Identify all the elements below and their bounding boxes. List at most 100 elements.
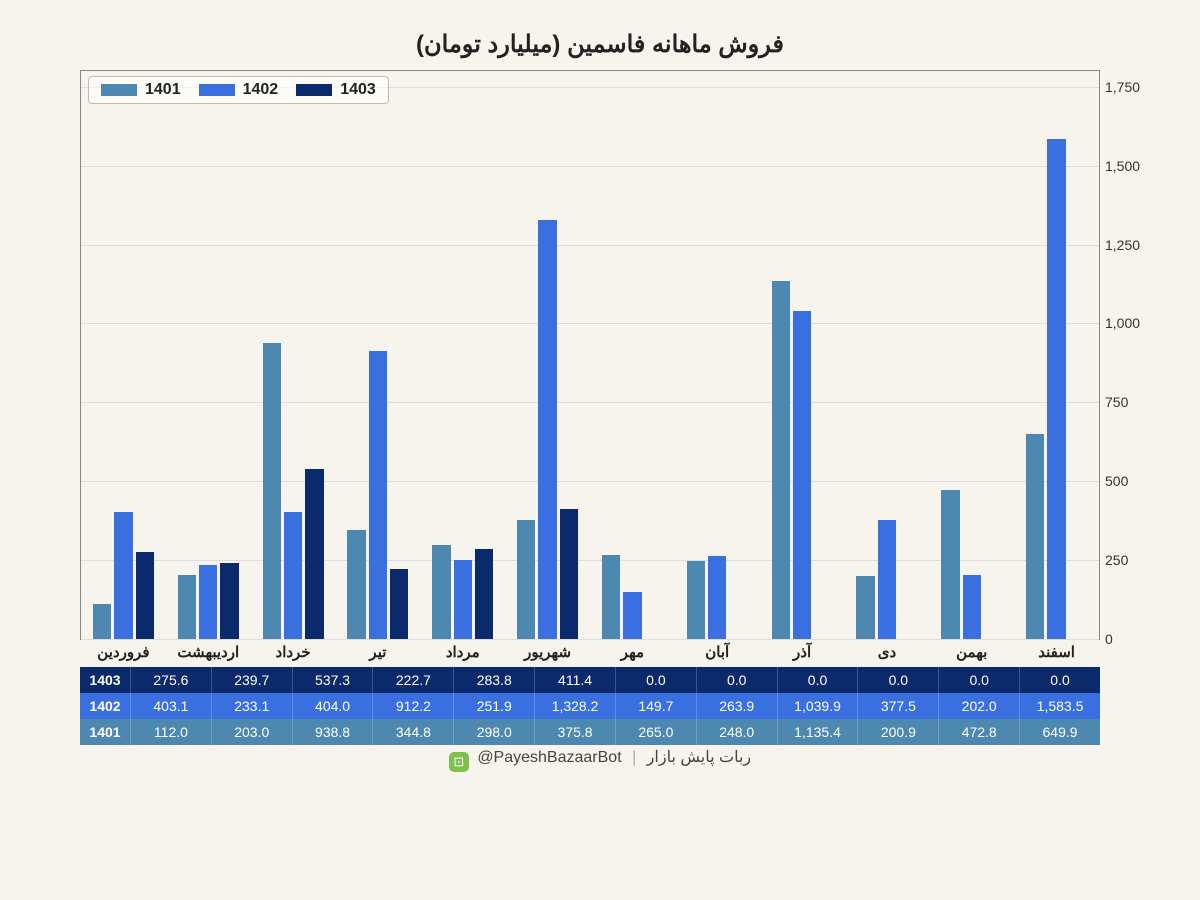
bar-1403 xyxy=(475,549,493,639)
table-cell: 404.0 xyxy=(292,693,373,719)
y-tick-label: 0 xyxy=(1105,631,1141,647)
table-cell: 263.9 xyxy=(696,693,777,719)
table-cell: 1,039.9 xyxy=(777,693,858,719)
legend-swatch xyxy=(296,84,332,96)
x-tick-label: مرداد xyxy=(420,643,505,661)
x-tick-label: آذر xyxy=(760,643,845,661)
table-cell: 203.0 xyxy=(211,719,292,745)
x-tick-label: مهر xyxy=(590,643,675,661)
footer-brand: ربات پایش بازار xyxy=(647,749,751,766)
table-cell: 537.3 xyxy=(292,667,373,693)
legend-swatch xyxy=(101,84,137,96)
table-cell: 375.8 xyxy=(534,719,615,745)
legend-item-1403: 1403 xyxy=(296,81,376,99)
data-table: 1403275.6239.7537.3222.7283.8411.40.00.0… xyxy=(80,667,1100,745)
bar-1401 xyxy=(602,555,620,639)
legend-label: 1402 xyxy=(243,81,279,99)
table-cell: 411.4 xyxy=(534,667,615,693)
legend-label: 1401 xyxy=(145,81,181,99)
legend-item-1401: 1401 xyxy=(101,81,181,99)
table-row-header: 1402 xyxy=(80,693,130,719)
table-cell: 251.9 xyxy=(453,693,534,719)
table-cell: 0.0 xyxy=(615,667,696,693)
legend-label: 1403 xyxy=(340,81,376,99)
table-cell: 275.6 xyxy=(130,667,211,693)
bar-1402 xyxy=(199,565,217,639)
table-cell: 912.2 xyxy=(372,693,453,719)
bar-1401 xyxy=(93,604,111,639)
bar-1401 xyxy=(178,575,196,639)
table-cell: 1,135.4 xyxy=(777,719,858,745)
bar-1401 xyxy=(941,490,959,639)
bar-1401 xyxy=(432,545,450,639)
table-cell: 200.9 xyxy=(857,719,938,745)
table-cell: 1,328.2 xyxy=(534,693,615,719)
table-row-1402: 1402403.1233.1404.0912.2251.91,328.2149.… xyxy=(80,693,1100,719)
table-row-1401: 1401112.0203.0938.8344.8298.0375.8265.02… xyxy=(80,719,1100,745)
x-tick-label: آبان xyxy=(675,643,760,661)
bar-1403 xyxy=(560,509,578,639)
footer-separator: | xyxy=(632,749,636,766)
x-tick-label: اسفند xyxy=(1014,643,1099,661)
table-cell: 377.5 xyxy=(857,693,938,719)
table-cell: 0.0 xyxy=(1019,667,1100,693)
y-tick-label: 500 xyxy=(1105,473,1141,489)
table-row-1403: 1403275.6239.7537.3222.7283.8411.40.00.0… xyxy=(80,667,1100,693)
bar-1401 xyxy=(517,520,535,639)
x-tick-label: بهمن xyxy=(929,643,1014,661)
table-cell: 202.0 xyxy=(938,693,1019,719)
bar-1403 xyxy=(305,469,323,639)
table-cell: 472.8 xyxy=(938,719,1019,745)
table-cell: 239.7 xyxy=(211,667,292,693)
table-cell: 0.0 xyxy=(938,667,1019,693)
table-cell: 403.1 xyxy=(130,693,211,719)
table-cell: 1,583.5 xyxy=(1019,693,1100,719)
bar-1401 xyxy=(1026,434,1044,639)
gridline xyxy=(81,245,1099,246)
y-tick-label: 1,000 xyxy=(1105,315,1141,331)
gridline xyxy=(81,323,1099,324)
bar-1403 xyxy=(220,563,238,639)
table-cell: 344.8 xyxy=(372,719,453,745)
table-row-header: 1401 xyxy=(80,719,130,745)
table-cell: 649.9 xyxy=(1019,719,1100,745)
bar-1401 xyxy=(347,530,365,639)
bar-1402 xyxy=(963,575,981,639)
legend-item-1402: 1402 xyxy=(199,81,279,99)
bar-1403 xyxy=(136,552,154,639)
bar-1402 xyxy=(793,311,811,639)
table-row-header: 1403 xyxy=(80,667,130,693)
bar-1401 xyxy=(263,343,281,639)
chart-title: فروش ماهانه فاسمین (میلیارد تومان) xyxy=(60,30,1140,59)
gridline xyxy=(81,166,1099,167)
table-cell: 0.0 xyxy=(777,667,858,693)
table-cell: 298.0 xyxy=(453,719,534,745)
table-cell: 0.0 xyxy=(696,667,777,693)
bar-1402 xyxy=(878,520,896,639)
bar-1402 xyxy=(454,560,472,639)
x-tick-label: فروردین xyxy=(81,643,166,661)
bar-1401 xyxy=(772,281,790,639)
plot-area: 02505007501,0001,2501,5001,750فروردینارد… xyxy=(80,70,1100,640)
footer-handle: @PayeshBazaarBot xyxy=(477,749,621,766)
table-cell: 248.0 xyxy=(696,719,777,745)
bar-1401 xyxy=(687,561,705,639)
x-tick-label: شهریور xyxy=(505,643,590,661)
table-cell: 112.0 xyxy=(130,719,211,745)
y-tick-label: 750 xyxy=(1105,394,1141,410)
table-cell: 233.1 xyxy=(211,693,292,719)
x-tick-label: دی xyxy=(845,643,930,661)
table-cell: 283.8 xyxy=(453,667,534,693)
legend-swatch xyxy=(199,84,235,96)
bar-1401 xyxy=(856,576,874,639)
x-tick-label: تیر xyxy=(336,643,421,661)
y-tick-label: 1,250 xyxy=(1105,237,1141,253)
footer: ⊡ @PayeshBazaarBot | ربات پایش بازار xyxy=(60,747,1140,772)
legend: 1401 1402 1403 xyxy=(88,76,389,104)
y-tick-label: 1,500 xyxy=(1105,158,1141,174)
table-cell: 149.7 xyxy=(615,693,696,719)
x-tick-label: خرداد xyxy=(251,643,336,661)
table-cell: 938.8 xyxy=(292,719,373,745)
x-tick-label: اردیبهشت xyxy=(166,643,251,661)
gridline xyxy=(81,639,1099,640)
